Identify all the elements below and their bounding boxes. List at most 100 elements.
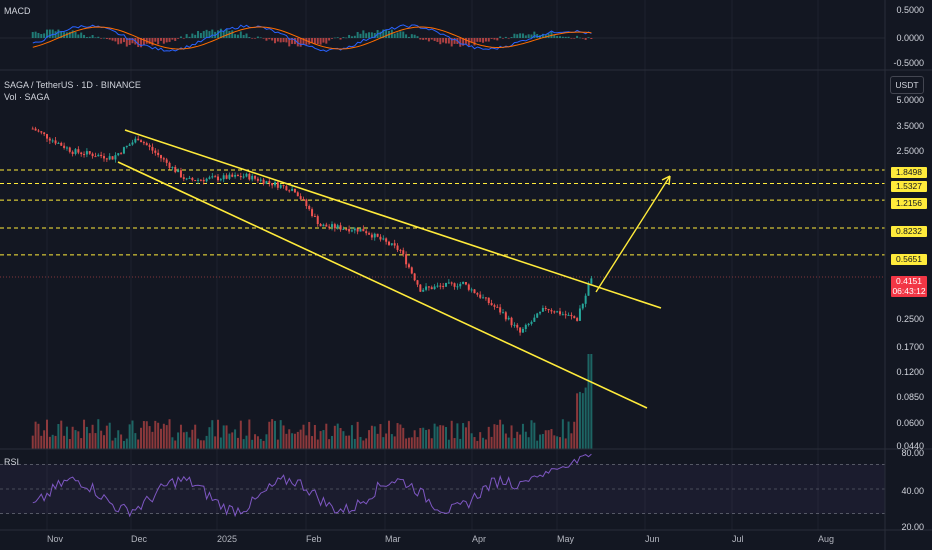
x-tick: Jul	[732, 534, 744, 544]
volume-bar	[530, 420, 533, 449]
candle-body	[550, 310, 553, 312]
macd-histogram-bar	[185, 34, 188, 38]
macd-histogram-bar	[541, 33, 544, 38]
current-price-tag[interactable]: 0.4151 06:43:12	[891, 276, 927, 297]
volume-bar	[487, 426, 490, 449]
candle-body	[453, 283, 456, 287]
candle-body	[34, 128, 37, 131]
volume-bar	[88, 433, 91, 449]
volume-bar	[376, 433, 379, 449]
candle-body	[202, 179, 205, 182]
macd-histogram-bar	[578, 37, 581, 39]
candle-body	[111, 156, 114, 160]
candle-body	[288, 190, 291, 192]
volume-bar	[291, 433, 294, 449]
candle-body	[103, 156, 105, 159]
candle-body	[390, 243, 393, 245]
volume-bar	[305, 435, 308, 449]
level-tag[interactable]: 1.2156	[891, 198, 927, 209]
symbol-title[interactable]: SAGA / TetherUS · 1D · BINANCE	[4, 80, 141, 90]
macd-indicator	[0, 24, 885, 52]
macd-histogram-bar	[393, 33, 396, 38]
candle-body	[578, 308, 581, 321]
candle-body	[254, 175, 257, 179]
macd-histogram-bar	[453, 38, 456, 44]
level-tag[interactable]: 1.8498	[891, 167, 927, 178]
macd-histogram-bar	[333, 37, 336, 39]
level-tag[interactable]: 0.5651	[891, 254, 927, 265]
candle-body	[553, 311, 556, 313]
volume-bar	[436, 426, 439, 449]
volume-bar	[299, 429, 302, 449]
macd-histogram-bar	[31, 31, 34, 38]
macd-histogram-bar	[168, 38, 171, 42]
volume-bar	[120, 434, 123, 449]
candle-body	[274, 182, 276, 186]
macd-histogram-bar	[507, 38, 510, 39]
macd-histogram-bar	[37, 32, 40, 38]
volume-bar	[288, 429, 291, 449]
macd-histogram-bar	[245, 33, 248, 38]
volume-bar	[370, 425, 373, 449]
volume-bar	[254, 434, 257, 449]
volume-bar	[499, 419, 502, 449]
macd-histogram-bar	[120, 38, 123, 44]
candle-body	[499, 307, 502, 313]
macd-histogram-bar	[148, 38, 151, 44]
arrow-head	[661, 175, 671, 186]
candle-body	[148, 145, 151, 147]
macd-histogram-bar	[197, 30, 200, 38]
volume-bar	[413, 430, 416, 449]
volume-bar	[350, 425, 353, 449]
candle-body	[456, 286, 459, 288]
volume-bar	[430, 438, 433, 449]
macd-histogram-bar	[268, 38, 271, 40]
volume-title[interactable]: Vol · SAGA	[4, 92, 50, 102]
macd-histogram-bar	[131, 38, 134, 44]
macd-title[interactable]: MACD	[4, 6, 31, 16]
candle-body	[513, 324, 516, 326]
candle-body	[436, 285, 439, 287]
volume-bar	[228, 433, 231, 449]
rsi-tick: 40.00	[901, 486, 924, 496]
volume-bar	[567, 421, 570, 449]
candle-body	[162, 158, 165, 160]
macd-histogram-bar	[288, 38, 291, 47]
volume-bar	[162, 423, 165, 449]
candle-body	[482, 297, 485, 299]
macd-histogram-bar	[496, 38, 499, 41]
rsi-band	[0, 464, 885, 514]
level-tag[interactable]: 0.8232	[891, 226, 927, 237]
volume-bar	[410, 437, 413, 449]
volume-bar	[333, 425, 336, 449]
rsi-title[interactable]: RSI	[4, 457, 20, 467]
volume-bar	[296, 431, 299, 449]
macd-histogram-bar	[271, 38, 274, 41]
macd-histogram-bar	[262, 38, 265, 39]
x-tick: Nov	[47, 534, 64, 544]
macd-histogram-bar	[467, 38, 470, 46]
candle-body	[533, 317, 536, 322]
macd-histogram-bar	[419, 38, 422, 40]
candle-body	[65, 147, 68, 149]
candle-body	[510, 317, 513, 326]
volume-bar	[576, 393, 579, 449]
volume-bar	[578, 391, 581, 449]
candle-body	[140, 140, 143, 143]
macd-histogram-bar	[174, 38, 177, 41]
volume-bar	[168, 419, 171, 449]
candle-body	[188, 177, 191, 179]
candle-body	[353, 228, 356, 231]
volume-bar	[225, 425, 228, 449]
volume-bar	[544, 430, 547, 449]
currency-unit-button[interactable]: USDT	[890, 76, 924, 94]
volume-bar	[556, 436, 559, 449]
volume-bar	[285, 433, 288, 449]
volume-bar	[382, 437, 385, 449]
candle-body	[259, 179, 262, 181]
candle-body	[370, 234, 373, 238]
volume-bar	[279, 420, 282, 449]
level-tag[interactable]: 1.5327	[891, 181, 927, 192]
volume-bar	[507, 437, 510, 449]
